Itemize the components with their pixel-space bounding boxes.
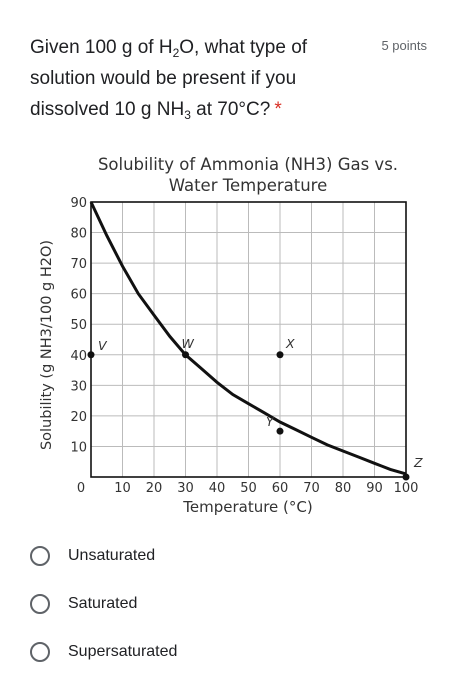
point-label-z: Z bbox=[413, 455, 423, 470]
point-x bbox=[276, 351, 284, 359]
x-tick-labels: 0 10 20 30 40 50 60 70 80 90 100 bbox=[77, 481, 419, 496]
x-tick-label: 40 bbox=[209, 481, 226, 496]
x-tick-label: 60 bbox=[272, 481, 289, 496]
subscript-3: 3 bbox=[184, 108, 191, 122]
subscript-2: 2 bbox=[172, 46, 180, 60]
chart-title-line1: Solubility of Ammonia (NH3) Gas vs. bbox=[98, 155, 398, 174]
point-w bbox=[182, 351, 189, 359]
x-tick-label: 0 bbox=[77, 481, 85, 496]
radio-button[interactable] bbox=[30, 546, 50, 566]
option-saturated[interactable]: Saturated bbox=[30, 580, 430, 628]
x-tick-label: 100 bbox=[394, 481, 419, 496]
y-axis-label: Solubility (g NH3/100 g H2O) bbox=[39, 240, 55, 450]
question-text-part: at 70°C? bbox=[190, 99, 271, 120]
point-z bbox=[402, 473, 410, 481]
required-asterisk: * bbox=[274, 99, 282, 120]
solubility-curve bbox=[89, 201, 407, 476]
answer-options: Unsaturated Saturated Supersaturated bbox=[30, 532, 430, 676]
point-label-y: Y bbox=[266, 414, 275, 429]
y-tick-label: 30 bbox=[70, 379, 87, 394]
point-label-v: V bbox=[98, 338, 108, 353]
plot-frame bbox=[90, 201, 407, 478]
radio-button[interactable] bbox=[30, 594, 50, 614]
radio-button[interactable] bbox=[30, 642, 50, 662]
x-axis-label: Temperature (°C) bbox=[182, 498, 312, 516]
y-tick-label: 10 bbox=[70, 440, 87, 455]
chart-grid bbox=[91, 202, 406, 477]
x-tick-label: 30 bbox=[177, 481, 194, 496]
question-text-part: O, what type of solution would be presen… bbox=[30, 37, 308, 120]
y-tick-label: 70 bbox=[70, 257, 87, 272]
option-unsaturated[interactable]: Unsaturated bbox=[30, 532, 430, 580]
x-tick-label: 50 bbox=[240, 481, 257, 496]
x-tick-label: 90 bbox=[366, 481, 383, 496]
chart-points: V W X Y Z bbox=[87, 336, 423, 481]
y-tick-label: 60 bbox=[70, 288, 87, 303]
y-tick-label: 20 bbox=[70, 410, 87, 425]
option-supersaturated[interactable]: Supersaturated bbox=[30, 628, 430, 676]
point-v bbox=[87, 351, 95, 359]
y-tick-label: 50 bbox=[70, 318, 87, 333]
point-label-w: W bbox=[182, 336, 195, 351]
solubility-chart: Solubility of Ammonia (NH3) Gas vs. Wate… bbox=[0, 140, 457, 525]
x-tick-label: 20 bbox=[146, 481, 163, 496]
option-label: Supersaturated bbox=[68, 643, 178, 660]
y-tick-label: 80 bbox=[70, 227, 87, 242]
question-text: Given 100 g of H2O, what type of solutio… bbox=[30, 32, 360, 125]
points-label: 5 points bbox=[381, 38, 427, 53]
option-label: Saturated bbox=[68, 595, 138, 612]
x-tick-label: 10 bbox=[114, 481, 131, 496]
question-text-part: Given 100 g of H bbox=[30, 37, 173, 58]
y-tick-label: 40 bbox=[70, 349, 87, 364]
y-tick-labels: 10 20 30 40 50 60 70 80 90 bbox=[70, 196, 87, 455]
chart-title-line2: Water Temperature bbox=[169, 176, 328, 195]
point-label-x: X bbox=[285, 336, 295, 351]
chart-svg: Solubility of Ammonia (NH3) Gas vs. Wate… bbox=[39, 155, 423, 516]
x-tick-label: 80 bbox=[335, 481, 352, 496]
y-tick-label: 90 bbox=[70, 196, 87, 211]
option-label: Unsaturated bbox=[68, 547, 156, 564]
x-tick-label: 70 bbox=[303, 481, 320, 496]
point-y bbox=[276, 427, 284, 435]
